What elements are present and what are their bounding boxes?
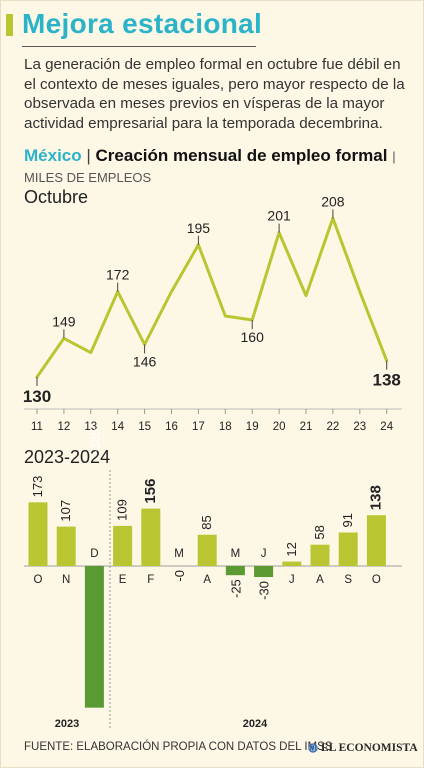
bar-category-label: O <box>372 574 381 586</box>
bar-category-label: J <box>289 574 295 586</box>
bar-category-label: E <box>119 574 127 586</box>
data-label: 160 <box>241 329 265 345</box>
x-tick-label: 15 <box>138 421 151 433</box>
chart-country: México <box>24 146 82 165</box>
bar <box>338 532 358 566</box>
title-accent-bar <box>6 14 13 36</box>
bar-category-label: J <box>261 548 267 560</box>
globe-icon: ◍ <box>308 742 319 754</box>
bar-category-label: M <box>174 548 184 560</box>
bar <box>282 561 302 566</box>
x-tick-label: 11 <box>31 421 43 433</box>
bar-chart-title: 2023-2024 <box>24 447 111 467</box>
series-line <box>35 216 389 379</box>
year-label: 2024 <box>243 718 268 730</box>
bar-category-label: M <box>231 548 241 560</box>
data-label: 195 <box>187 220 211 236</box>
data-label: 146 <box>133 353 157 369</box>
data-label: 201 <box>267 208 291 224</box>
bar <box>28 502 48 566</box>
chart-units-separator: | <box>392 149 396 164</box>
bar <box>254 566 274 578</box>
title-rule <box>22 46 256 47</box>
bar <box>113 525 133 566</box>
page-title: Mejora estacional <box>22 8 263 39</box>
x-tick-label: 13 <box>84 421 97 433</box>
year-label: 2023 <box>55 718 79 730</box>
x-tick-label: 12 <box>58 421 71 433</box>
x-tick-label: 19 <box>246 421 259 433</box>
x-tick-label: 14 <box>111 421 124 433</box>
line-chart-title: Octubre <box>24 187 89 207</box>
bar-value-label: 58 <box>312 525 327 539</box>
bar-category-label: S <box>344 574 352 586</box>
publisher-logo: ◍ EL ECONOMISTA <box>308 740 418 754</box>
bar-value-label: 173 <box>30 476 45 498</box>
bar-value-label: 107 <box>58 500 73 522</box>
bar <box>225 566 245 576</box>
source-note: FUENTE: ELABORACIÓN PROPIA CON DATOS DEL… <box>24 741 333 753</box>
chart-units: MILES DE EMPLEOS <box>24 170 152 185</box>
bar-value-label: -25 <box>228 579 243 598</box>
bar-value-label: 85 <box>199 515 214 529</box>
x-tick-label: 21 <box>300 421 313 433</box>
bar-category-label: A <box>203 574 211 586</box>
bar <box>366 515 386 566</box>
bar-category-label: F <box>147 574 154 586</box>
chart-header-separator: | <box>86 146 91 165</box>
publisher-name: EL ECONOMISTA <box>321 742 418 754</box>
x-tick-label: 23 <box>353 421 366 433</box>
bar <box>84 566 104 708</box>
chart-header: México | Creación mensual de empleo form… <box>24 146 408 188</box>
x-tick-label: 18 <box>219 421 232 433</box>
bar-category-label: N <box>62 574 70 586</box>
bar <box>56 526 76 566</box>
data-label: 149 <box>52 313 76 329</box>
x-tick-label: 17 <box>192 421 205 433</box>
x-tick-label: 24 <box>380 421 393 433</box>
data-label: 208 <box>321 193 345 209</box>
bar <box>310 544 330 566</box>
bar-value-label: 138 <box>367 485 384 510</box>
data-label: 172 <box>106 267 130 283</box>
bar-value-label: -30 <box>257 581 272 600</box>
bar-category-label: A <box>316 574 324 586</box>
x-tick-label: 22 <box>327 421 340 433</box>
bar-category-label: D <box>90 548 98 560</box>
bar-category-label: O <box>34 574 43 586</box>
bar-value-label: -0 <box>172 570 187 582</box>
data-label: 138 <box>373 371 401 390</box>
bar-value-label: 109 <box>115 499 130 521</box>
bar-value-label: 156 <box>142 479 159 504</box>
bar <box>197 534 217 566</box>
bar-value-label: -385 <box>87 428 102 454</box>
bar-value-label: 12 <box>284 542 299 556</box>
x-tick-label: 20 <box>273 421 286 433</box>
data-label: 130 <box>23 387 51 406</box>
bar <box>141 508 161 566</box>
bar-value-label: 91 <box>340 513 355 527</box>
chart-main-title: Creación mensual de empleo formal <box>95 146 388 165</box>
intro-paragraph: La generación de empleo formal en octubr… <box>24 56 405 132</box>
x-tick-label: 16 <box>165 421 178 433</box>
